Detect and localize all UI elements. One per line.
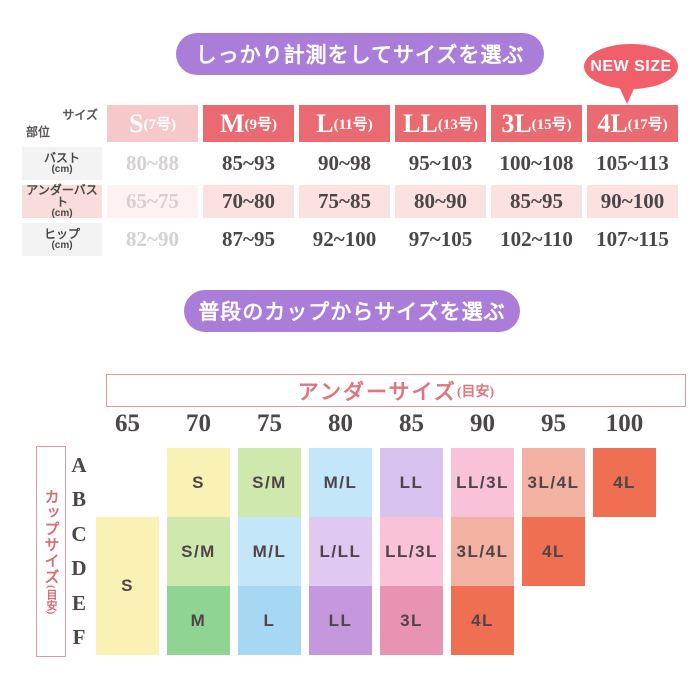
cup-cell: S/M [167,517,230,586]
cup-cell: LL [380,448,443,517]
cup-cell: S [167,448,230,517]
cup-cell: LL [309,586,372,655]
cup-cell-empty [593,586,656,655]
size-table: サイズ 部位 S (7号) M (9号) L (11号) LL (13号) 3L (15号… [22,105,678,256]
cup-letter: B [71,487,86,512]
cup-column-80: M/L L/LL LL [309,448,372,655]
banner-measure-text: しっかり計測をしてサイズを選ぶ [195,44,525,67]
table-cell: 97~105 [408,227,473,251]
size-header-l: L (11号) [299,105,390,142]
cup-cell: S [96,517,159,655]
banner-measure: しっかり計測をしてサイズを選ぶ [176,33,544,75]
size-header-m: M (9号) [203,105,294,142]
cup-cell: LL/3L [451,448,514,517]
table-cell: 105~113 [596,151,669,175]
under-size-scale: 65 70 75 80 85 90 95 100 [96,410,656,438]
table-cell: 107~115 [596,227,669,251]
cup-cell: S/M [238,448,301,517]
cup-cell: M/L [309,448,372,517]
banner-cup: 普段のカップからサイズを選ぶ [184,290,520,332]
cup-column-90: LL/3L 3L/4L 4L [451,448,514,655]
under-size-tick: 100 [605,410,644,437]
size-table-corner: サイズ 部位 [22,105,102,142]
table-cell: 80~88 [126,151,179,175]
table-cell: 85~93 [222,151,275,175]
table-cell: 90~98 [318,151,371,175]
cup-letter: C [71,521,87,546]
corner-size-label: サイズ [62,108,98,122]
cup-cell: 4L [451,586,514,655]
under-size-tick: 85 [399,410,424,437]
under-size-header: アンダーサイズ (目安) [106,374,686,407]
cup-size-side-label: カップサイズ (目安) [36,446,66,657]
cup-column-95: 3L/4L 4L [522,448,585,655]
table-cell: 75~85 [299,185,390,218]
cup-cell: LL/3L [380,517,443,586]
under-size-tick: 70 [186,410,211,437]
table-cell: 80~90 [395,185,486,218]
cup-letter: F [72,625,86,650]
table-cell: 70~80 [203,185,294,218]
cup-letter: A [71,452,87,477]
cup-letter: E [71,590,86,615]
row-label-underbust: アンダーバスト (cm) [22,183,102,218]
size-header-3l: 3L (15号) [491,105,582,142]
cup-column-100: 4L [593,448,656,655]
under-size-tick: 95 [541,410,566,437]
cup-cell: 3L/4L [451,517,514,586]
cup-cell-empty [522,586,585,655]
cup-cell: M [167,586,230,655]
cup-letter: D [71,556,87,581]
cup-column-65: S [96,448,159,655]
table-cell: 95~103 [408,151,473,175]
size-header-4l: 4L (17号) [587,105,678,142]
size-header-s: S (7号) [107,105,198,142]
cup-cell-empty [96,448,159,517]
cup-column-70: S S/M M [167,448,230,655]
table-cell: 100~108 [499,151,574,175]
table-cell: 90~100 [587,185,678,218]
cup-cell: L/LL [309,517,372,586]
under-size-tick: 80 [328,410,353,437]
corner-part-label: 部位 [26,125,51,139]
size-header-ll: LL (13号) [395,105,486,142]
under-size-tick: 90 [470,410,495,437]
cup-column-85: LL LL/3L 3L [380,448,443,655]
under-size-tick: 65 [115,410,140,437]
cup-cell: L [238,586,301,655]
new-size-badge: NEW SIZE [584,44,678,89]
cup-size-grid: S S S/M M S/M M/L L M/L L/LL LL LL LL/3L… [96,448,656,655]
row-label-bust: バスト (cm) [22,147,102,180]
cup-letters: A B C D E F [66,448,92,655]
table-cell: 87~95 [222,227,275,251]
cup-cell: 4L [522,517,585,586]
cup-cell-empty [593,517,656,586]
table-cell: 102~110 [500,227,573,251]
cup-cell: M/L [238,517,301,586]
table-cell: 65~75 [107,185,198,218]
row-label-hip: ヒップ (cm) [22,223,102,256]
banner-cup-text: 普段のカップからサイズを選ぶ [198,301,506,324]
under-size-tick: 75 [257,410,282,437]
table-cell: 82~90 [126,227,179,251]
new-size-badge-text: NEW SIZE [590,57,672,75]
cup-cell: 3L [380,586,443,655]
table-cell: 92~100 [312,227,377,251]
cup-cell: 3L/4L [522,448,585,517]
table-cell: 85~95 [491,185,582,218]
cup-cell: 4L [593,448,656,517]
cup-column-75: S/M M/L L [238,448,301,655]
